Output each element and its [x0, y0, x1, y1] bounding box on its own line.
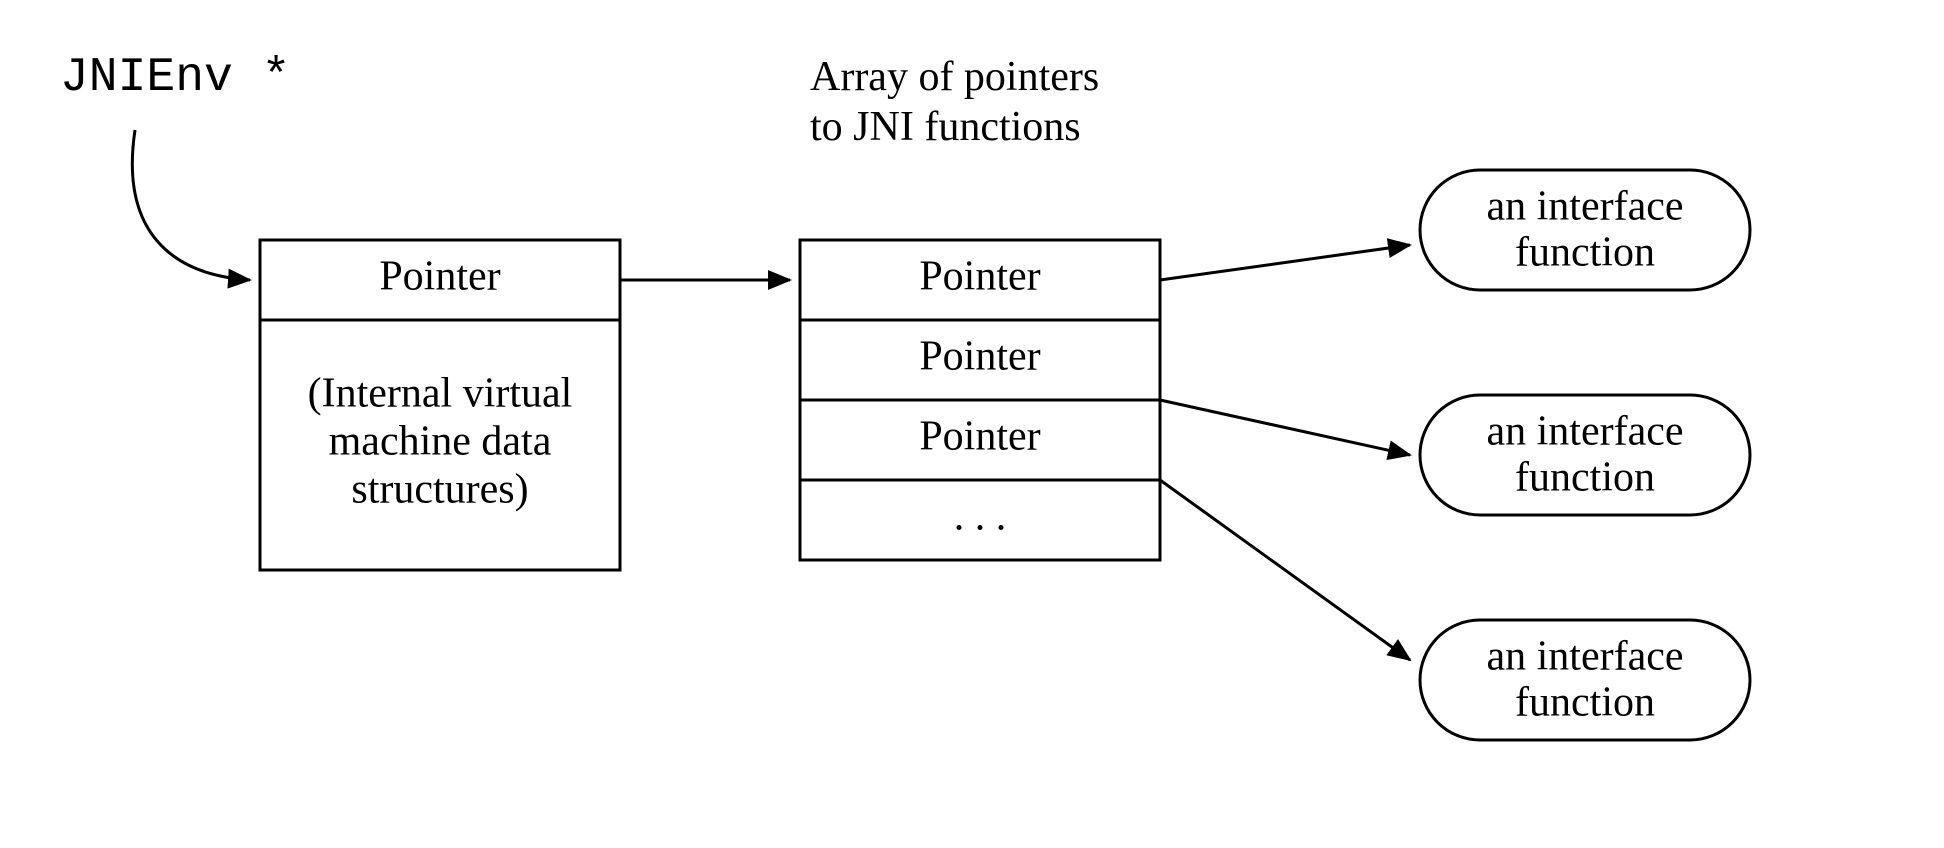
box1-pointer-label: Pointer: [379, 254, 500, 300]
func-2-l2: function: [1515, 455, 1655, 501]
array-title-l2: to JNI functions: [810, 104, 1081, 150]
array-title-l1: Array of pointers: [810, 54, 1099, 100]
jnienv-label: JNIEnv *: [60, 51, 290, 105]
array-cell-3: Pointer: [919, 414, 1040, 460]
func-3-l2: function: [1515, 680, 1655, 726]
arrow-jnienv-to-box1: [132, 130, 250, 280]
array-cell-4: . . .: [954, 494, 1007, 540]
box1-desc-l3: structures): [351, 467, 528, 513]
func-1-l2: function: [1515, 230, 1655, 276]
func-2-l1: an interface: [1486, 409, 1683, 455]
box1-desc-l1: (Internal virtual: [308, 371, 573, 417]
array-cell-1: Pointer: [919, 254, 1040, 300]
box1-desc-l2: machine data: [329, 419, 552, 465]
arrow-arr3-to-f3: [1160, 480, 1410, 660]
func-1-l1: an interface: [1486, 184, 1683, 230]
arrow-arr2-to-f2: [1160, 400, 1410, 455]
func-3-l1: an interface: [1486, 634, 1683, 680]
arrow-arr1-to-f1: [1160, 245, 1410, 280]
array-cell-2: Pointer: [919, 334, 1040, 380]
